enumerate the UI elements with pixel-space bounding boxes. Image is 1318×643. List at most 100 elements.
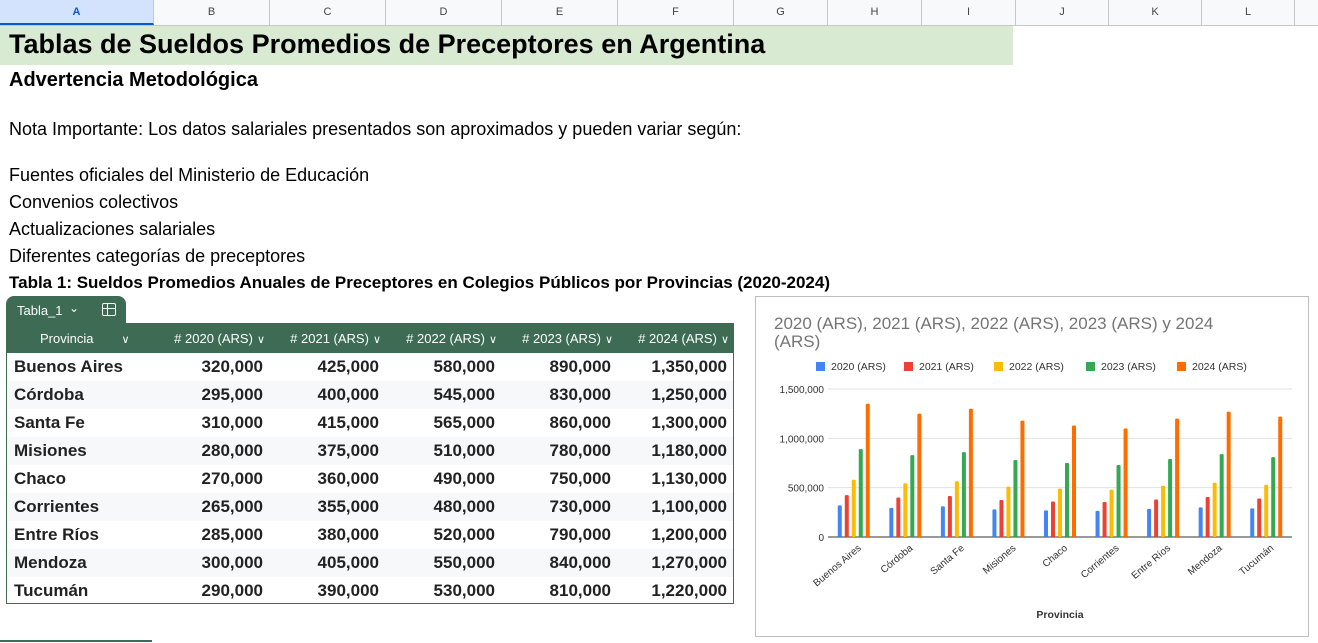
province-cell[interactable]: Córdoba xyxy=(14,385,84,404)
chevron-down-icon[interactable]: ∨ xyxy=(372,334,381,346)
salary-cell[interactable]: 1,250,000 xyxy=(651,385,727,404)
column-header-a[interactable]: A xyxy=(0,0,154,25)
salary-cell[interactable]: 490,000 xyxy=(433,469,495,488)
table-row[interactable]: Córdoba 295,000 400,000 545,000 830,000 1,250… xyxy=(7,381,733,409)
salary-cell[interactable]: 580,000 xyxy=(433,357,495,376)
salary-cell[interactable]: 320,000 xyxy=(201,357,263,376)
salary-cell[interactable]: 1,220,000 xyxy=(651,581,727,600)
column-header-c[interactable]: C xyxy=(270,0,386,25)
column-header-e[interactable]: E xyxy=(502,0,618,25)
salary-cell[interactable]: 300,000 xyxy=(201,553,263,572)
bullet-item[interactable]: Actualizaciones salariales xyxy=(9,219,216,239)
salary-cell[interactable]: 860,000 xyxy=(549,413,611,432)
table-name-tab[interactable]: Tabla_1 ⌄ xyxy=(6,296,126,324)
column-header-5[interactable]: # 2024 (ARS) ∨ xyxy=(617,324,729,353)
column-header-l[interactable]: L xyxy=(1202,0,1295,25)
chevron-down-icon[interactable]: ∨ xyxy=(720,334,729,346)
bullet-item[interactable]: Diferentes categorías de preceptores xyxy=(9,246,306,266)
column-header-1[interactable]: # 2020 (ARS) ∨ xyxy=(153,324,265,353)
column-header-2[interactable]: # 2021 (ARS) ∨ xyxy=(269,324,381,353)
table-view-icon[interactable] xyxy=(102,303,116,316)
chevron-down-icon[interactable]: ∨ xyxy=(256,334,265,346)
salary-cell[interactable]: 265,000 xyxy=(201,497,263,516)
column-header-d[interactable]: D xyxy=(386,0,502,25)
column-header-0[interactable]: Provincia ∨ xyxy=(7,324,149,353)
column-header-4[interactable]: # 2023 (ARS) ∨ xyxy=(501,324,613,353)
salary-cell[interactable]: 790,000 xyxy=(549,525,611,544)
salary-cell[interactable]: 380,000 xyxy=(317,525,379,544)
salary-cell[interactable]: 780,000 xyxy=(549,441,611,460)
salary-cell[interactable]: 1,300,000 xyxy=(651,413,727,432)
salary-cell[interactable]: 480,000 xyxy=(433,497,495,516)
salary-cell[interactable]: 510,000 xyxy=(433,441,495,460)
salary-cell[interactable]: 405,000 xyxy=(317,553,379,572)
sheet-subtitle[interactable]: Advertencia Metodológica xyxy=(9,69,258,91)
province-cell[interactable]: Chaco xyxy=(14,469,66,488)
salary-cell[interactable]: 295,000 xyxy=(201,385,263,404)
salary-cell[interactable]: 1,350,000 xyxy=(651,357,727,376)
chevron-down-icon[interactable]: ∨ xyxy=(604,334,613,346)
table-row[interactable]: Mendoza 300,000 405,000 550,000 840,000 1,270… xyxy=(7,549,733,577)
table-row[interactable]: Santa Fe 310,000 415,000 565,000 860,000 1,30… xyxy=(7,409,733,437)
salary-cell[interactable]: 425,000 xyxy=(317,357,379,376)
salary-cell[interactable]: 400,000 xyxy=(317,385,379,404)
salary-cell[interactable]: 840,000 xyxy=(549,553,611,572)
bullet-item[interactable]: Convenios colectivos xyxy=(9,192,179,212)
column-header-b[interactable]: B xyxy=(154,0,270,25)
province-cell[interactable]: Tucumán xyxy=(14,581,89,600)
table-row[interactable]: Entre Ríos 285,000 380,000 520,000 790,000 1,… xyxy=(7,521,733,549)
province-cell[interactable]: Mendoza xyxy=(14,553,87,572)
bar-chart[interactable]: 2020 (ARS), 2021 (ARS), 2022 (ARS), 2023… xyxy=(755,296,1309,637)
salary-cell[interactable]: 550,000 xyxy=(433,553,495,572)
table-row[interactable]: Chaco 270,000 360,000 490,000 750,000 1,130,0… xyxy=(7,465,733,493)
column-header-g[interactable]: G xyxy=(734,0,828,25)
chevron-down-icon[interactable]: ∨ xyxy=(488,334,497,346)
salary-cell[interactable]: 355,000 xyxy=(317,497,379,516)
province-cell[interactable]: Buenos Aires xyxy=(14,357,123,376)
salary-cell[interactable]: 1,180,000 xyxy=(651,441,727,460)
province-cell[interactable]: Entre Ríos xyxy=(14,525,100,544)
note-text[interactable]: Nota Importante: Los datos salariales pr… xyxy=(9,119,742,139)
province-cell[interactable]: Misiones xyxy=(14,441,87,460)
province-cell[interactable]: Corrientes xyxy=(14,497,100,516)
salary-cell[interactable]: 415,000 xyxy=(317,413,379,432)
salary-cell[interactable]: 280,000 xyxy=(201,441,263,460)
salary-cell[interactable]: 270,000 xyxy=(201,469,263,488)
salary-cell[interactable]: 360,000 xyxy=(317,469,379,488)
column-header-h[interactable]: H xyxy=(828,0,922,25)
salary-cell[interactable]: 730,000 xyxy=(549,497,611,516)
salary-cell[interactable]: 565,000 xyxy=(433,413,495,432)
salary-cell[interactable]: 890,000 xyxy=(549,357,611,376)
table-row[interactable]: Misiones 280,000 375,000 510,000 780,000 1,18… xyxy=(7,437,733,465)
salary-cell[interactable]: 290,000 xyxy=(201,581,263,600)
chevron-down-icon[interactable]: ⌄ xyxy=(69,301,80,315)
salary-cell[interactable]: 1,100,000 xyxy=(651,497,727,516)
salary-cell[interactable]: 530,000 xyxy=(433,581,495,600)
column-header-k[interactable]: K xyxy=(1109,0,1202,25)
bullet-item[interactable]: Fuentes oficiales del Ministerio de Educ… xyxy=(9,165,370,185)
table-title[interactable]: Tabla 1: Sueldos Promedios Anuales de Pr… xyxy=(9,273,830,292)
column-header-j[interactable]: J xyxy=(1016,0,1109,25)
salary-cell[interactable]: 1,130,000 xyxy=(651,469,727,488)
salary-cell[interactable]: 810,000 xyxy=(549,581,611,600)
salary-cell[interactable]: 830,000 xyxy=(549,385,611,404)
column-header-i[interactable]: I xyxy=(922,0,1016,25)
bar xyxy=(1250,508,1255,537)
salary-cell[interactable]: 310,000 xyxy=(201,413,263,432)
column-header-f[interactable]: F xyxy=(618,0,734,25)
salary-cell[interactable]: 375,000 xyxy=(317,441,379,460)
salary-cell[interactable]: 520,000 xyxy=(433,525,495,544)
salary-cell[interactable]: 1,200,000 xyxy=(651,525,727,544)
column-header-3[interactable]: # 2022 (ARS) ∨ xyxy=(385,324,497,353)
table-row[interactable]: Buenos Aires 320,000 425,000 580,000 890,000… xyxy=(7,353,733,381)
salary-cell[interactable]: 285,000 xyxy=(201,525,263,544)
salary-cell[interactable]: 1,270,000 xyxy=(651,553,727,572)
table-row[interactable]: Corrientes 265,000 355,000 480,000 730,000 1,… xyxy=(7,493,733,521)
salary-cell[interactable]: 750,000 xyxy=(549,469,611,488)
salary-cell[interactable]: 545,000 xyxy=(433,385,495,404)
salary-cell[interactable]: 390,000 xyxy=(317,581,379,600)
table-row[interactable]: Tucumán 290,000 390,000 530,000 810,000 1,220… xyxy=(7,577,733,605)
sheet-title[interactable]: Tablas de Sueldos Promedios de Preceptor… xyxy=(9,29,766,59)
province-cell[interactable]: Santa Fe xyxy=(14,413,85,432)
chevron-down-icon[interactable]: ∨ xyxy=(121,334,130,346)
